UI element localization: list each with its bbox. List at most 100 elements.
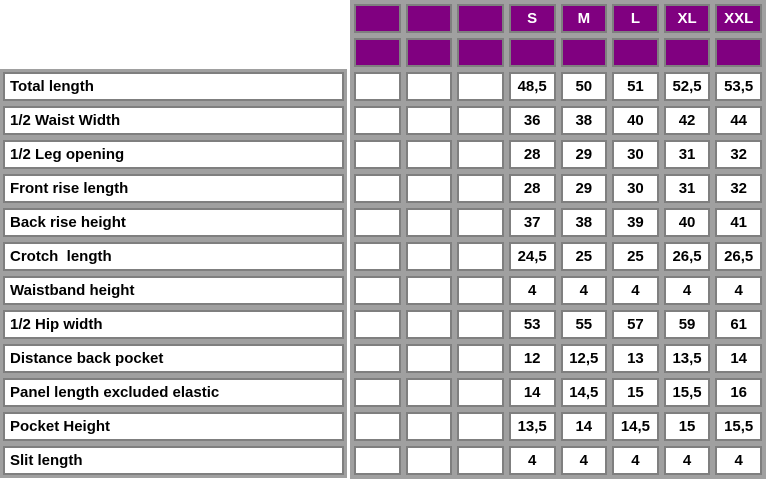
size-header-empty-cell [405,4,453,33]
value-cell: 39 [612,208,659,237]
header-spacer-cell [405,38,453,67]
header-spacer-cell [508,38,556,67]
measurement-label: Crotch length [3,242,344,271]
value-cell: 42 [663,106,711,135]
value-cell: 14 [715,344,762,373]
value-cell: 15,5 [663,378,711,407]
measurement-label: Panel length excluded elastic [3,378,344,407]
measurement-label: 1/2 Hip width [3,310,344,339]
empty-cell [405,446,453,475]
value-cell: 44 [715,106,762,135]
value-cell: 12,5 [560,344,608,373]
value-cell: 4 [663,446,711,475]
value-cell: 29 [560,140,608,169]
value-cell: 48,5 [508,72,556,101]
empty-cell [354,378,401,407]
value-cell: 4 [560,276,608,305]
empty-cell [354,72,401,101]
value-cell: 32 [715,174,762,203]
measurement-label: Back rise height [3,208,344,237]
value-cell: 32 [715,140,762,169]
measurement-label: Front rise length [3,174,344,203]
empty-cell [457,344,504,373]
empty-cell [354,140,401,169]
value-cell: 37 [508,208,556,237]
measurement-label: Waistband height [3,276,344,305]
empty-cell [457,72,504,101]
value-cell: 38 [560,106,608,135]
size-header-cell-s: S [508,4,556,33]
value-cell: 13 [612,344,659,373]
value-cell: 25 [612,242,659,271]
value-cell: 40 [612,106,659,135]
value-cell: 15,5 [715,412,762,441]
empty-cell [457,242,504,271]
measurement-label: Total length [3,72,344,101]
value-cell: 14 [508,378,556,407]
header-spacer-cell [612,38,659,67]
value-cell: 28 [508,174,556,203]
value-cell: 51 [612,72,659,101]
empty-cell [457,446,504,475]
value-cell: 25 [560,242,608,271]
value-cell: 14,5 [612,412,659,441]
empty-cell [405,378,453,407]
value-cell: 24,5 [508,242,556,271]
empty-cell [457,412,504,441]
size-header-empty-cell [354,4,401,33]
value-cell: 13,5 [508,412,556,441]
empty-cell [405,208,453,237]
empty-cell [405,344,453,373]
value-cell: 26,5 [663,242,711,271]
value-cell: 31 [663,140,711,169]
empty-cell [405,412,453,441]
value-cell: 4 [612,276,659,305]
value-cell: 4 [508,446,556,475]
empty-cell [457,208,504,237]
size-values-grid: S M L XL XXL 48,5 50 51 52,5 53,5 36 38 40 42 44 28 29 30… [350,0,766,479]
value-cell: 29 [560,174,608,203]
empty-cell [457,378,504,407]
value-cell: 28 [508,140,556,169]
empty-cell [354,446,401,475]
measurement-label: Distance back pocket [3,344,344,373]
empty-cell [457,140,504,169]
measurement-label: 1/2 Leg opening [3,140,344,169]
value-cell: 59 [663,310,711,339]
value-cell: 16 [715,378,762,407]
value-cell: 52,5 [663,72,711,101]
empty-cell [457,310,504,339]
value-cell: 4 [560,446,608,475]
header-spacer-cell [663,38,711,67]
empty-cell [405,310,453,339]
empty-cell [354,208,401,237]
value-cell: 4 [715,276,762,305]
value-cell: 4 [715,446,762,475]
empty-cell [405,140,453,169]
value-cell: 4 [663,276,711,305]
size-header-empty-cell [457,4,504,33]
value-cell: 15 [663,412,711,441]
value-cell: 41 [715,208,762,237]
empty-cell [457,174,504,203]
value-cell: 53,5 [715,72,762,101]
measurement-label: Pocket Height [3,412,344,441]
header-spacer-cell [560,38,608,67]
value-cell: 50 [560,72,608,101]
value-cell: 26,5 [715,242,762,271]
size-header-cell-xxl: XXL [715,4,762,33]
measurement-labels-column: Total length 1/2 Waist Width 1/2 Leg openi… [0,69,347,478]
empty-cell [354,310,401,339]
empty-cell [457,276,504,305]
value-cell: 13,5 [663,344,711,373]
value-cell: 55 [560,310,608,339]
empty-cell [354,242,401,271]
header-spacer-cell [457,38,504,67]
value-cell: 14 [560,412,608,441]
value-cell: 4 [508,276,556,305]
empty-cell [354,106,401,135]
value-cell: 31 [663,174,711,203]
measurement-label: 1/2 Waist Width [3,106,344,135]
value-cell: 30 [612,174,659,203]
